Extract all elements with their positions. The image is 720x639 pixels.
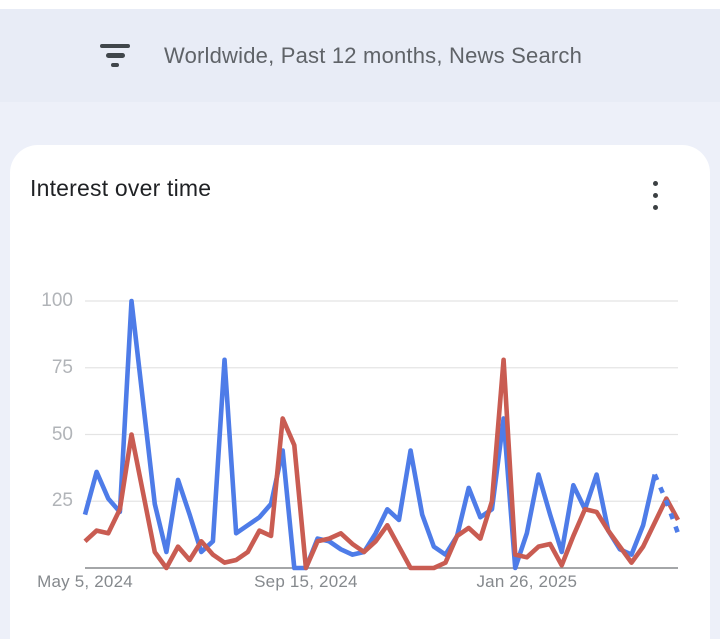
card-title: Interest over time bbox=[30, 175, 212, 201]
top-strip bbox=[0, 0, 720, 9]
series-blue-line bbox=[82, 298, 657, 571]
filters-summary: Worldwide, Past 12 months, News Search bbox=[164, 42, 583, 68]
more-options-button[interactable] bbox=[638, 175, 672, 215]
filters-bar[interactable]: Worldwide, Past 12 months, News Search bbox=[0, 9, 720, 102]
kebab-dot bbox=[652, 180, 658, 186]
y-tick-50: 50 bbox=[51, 424, 73, 445]
y-tick-100: 100 bbox=[41, 290, 73, 311]
x-label-sep-15-2024: Sep 15, 2024 bbox=[254, 572, 358, 591]
interest-chart[interactable]: 100 75 50 25 May 5, 2024 Sep 15, 2024 Ja… bbox=[10, 145, 710, 639]
x-label-may-5-2024: May 5, 2024 bbox=[37, 572, 133, 591]
series-blue-line-dashed bbox=[652, 473, 681, 535]
filter-icon bbox=[99, 43, 131, 68]
kebab-dot bbox=[652, 204, 658, 210]
interest-over-time-card: Interest over time 100 75 50 25 May 5, 2… bbox=[10, 145, 710, 639]
line-chart-canvas[interactable] bbox=[10, 145, 710, 615]
kebab-dot bbox=[652, 192, 658, 198]
y-tick-75: 75 bbox=[51, 357, 73, 378]
series-red-line bbox=[83, 357, 681, 571]
y-tick-25: 25 bbox=[51, 490, 73, 511]
x-label-jan-26-2025: Jan 26, 2025 bbox=[476, 572, 578, 591]
